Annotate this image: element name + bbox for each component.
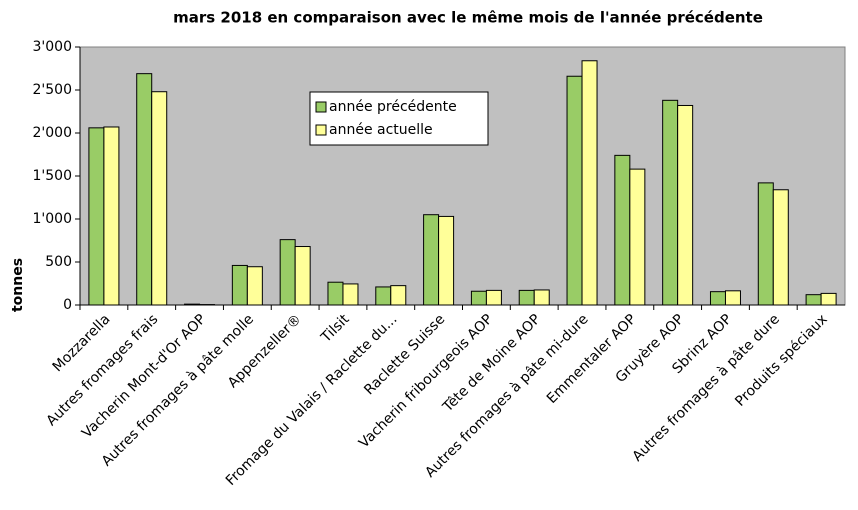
- y-axis-label: tonnes: [10, 258, 26, 312]
- bar: [136, 73, 153, 306]
- legend-box: [309, 91, 489, 146]
- x-tick-label: Produits spéciaux: [732, 311, 830, 409]
- bar: [423, 214, 440, 306]
- bar: [470, 290, 487, 306]
- bar: [709, 291, 726, 306]
- bar: [485, 289, 502, 306]
- bar: [246, 266, 263, 306]
- legend-label: année précédente: [329, 99, 457, 115]
- y-tick-label: 1'000: [33, 211, 72, 227]
- y-tick-label: 2'000: [33, 125, 72, 141]
- bar: [614, 154, 631, 306]
- y-tick-label: 3'000: [33, 39, 72, 55]
- plot-area: [79, 46, 846, 306]
- bar: [805, 294, 822, 306]
- x-tick-label: Emmentaler AOP: [544, 311, 640, 407]
- legend-swatch: [315, 124, 327, 136]
- bar: [88, 127, 105, 306]
- bar: [231, 264, 248, 306]
- bar: [151, 91, 168, 306]
- x-tick-label: Tilsit: [318, 311, 353, 346]
- y-tick-label: 500: [45, 254, 72, 270]
- legend-label: année actuelle: [329, 122, 433, 138]
- bar: [662, 99, 679, 306]
- bar: [581, 60, 598, 306]
- bar: [757, 182, 774, 306]
- y-tick-label: 0: [63, 297, 72, 313]
- legend-swatch: [315, 101, 327, 113]
- bar: [724, 290, 741, 306]
- bar: [294, 246, 311, 306]
- bar: [566, 75, 583, 306]
- bar: [518, 289, 535, 306]
- bar: [629, 168, 646, 306]
- bar: [103, 126, 120, 306]
- y-tick-label: 2'500: [33, 82, 72, 98]
- x-tick-label: Raclette Suisse: [361, 311, 448, 398]
- y-tick-label: 1'500: [33, 168, 72, 184]
- bar: [327, 281, 344, 306]
- bar: [375, 286, 392, 306]
- bar: [279, 239, 296, 306]
- bar: [438, 215, 455, 306]
- bar: [390, 285, 407, 306]
- bar: [533, 289, 550, 306]
- x-tick-label: Fromage du Valais / Raclette du...: [223, 311, 401, 489]
- bar: [342, 283, 359, 306]
- chart-title: mars 2018 en comparaison avec le même mo…: [173, 9, 763, 27]
- bar: [820, 292, 837, 306]
- bar: [677, 104, 694, 306]
- bar: [184, 303, 201, 306]
- bar: [772, 189, 789, 306]
